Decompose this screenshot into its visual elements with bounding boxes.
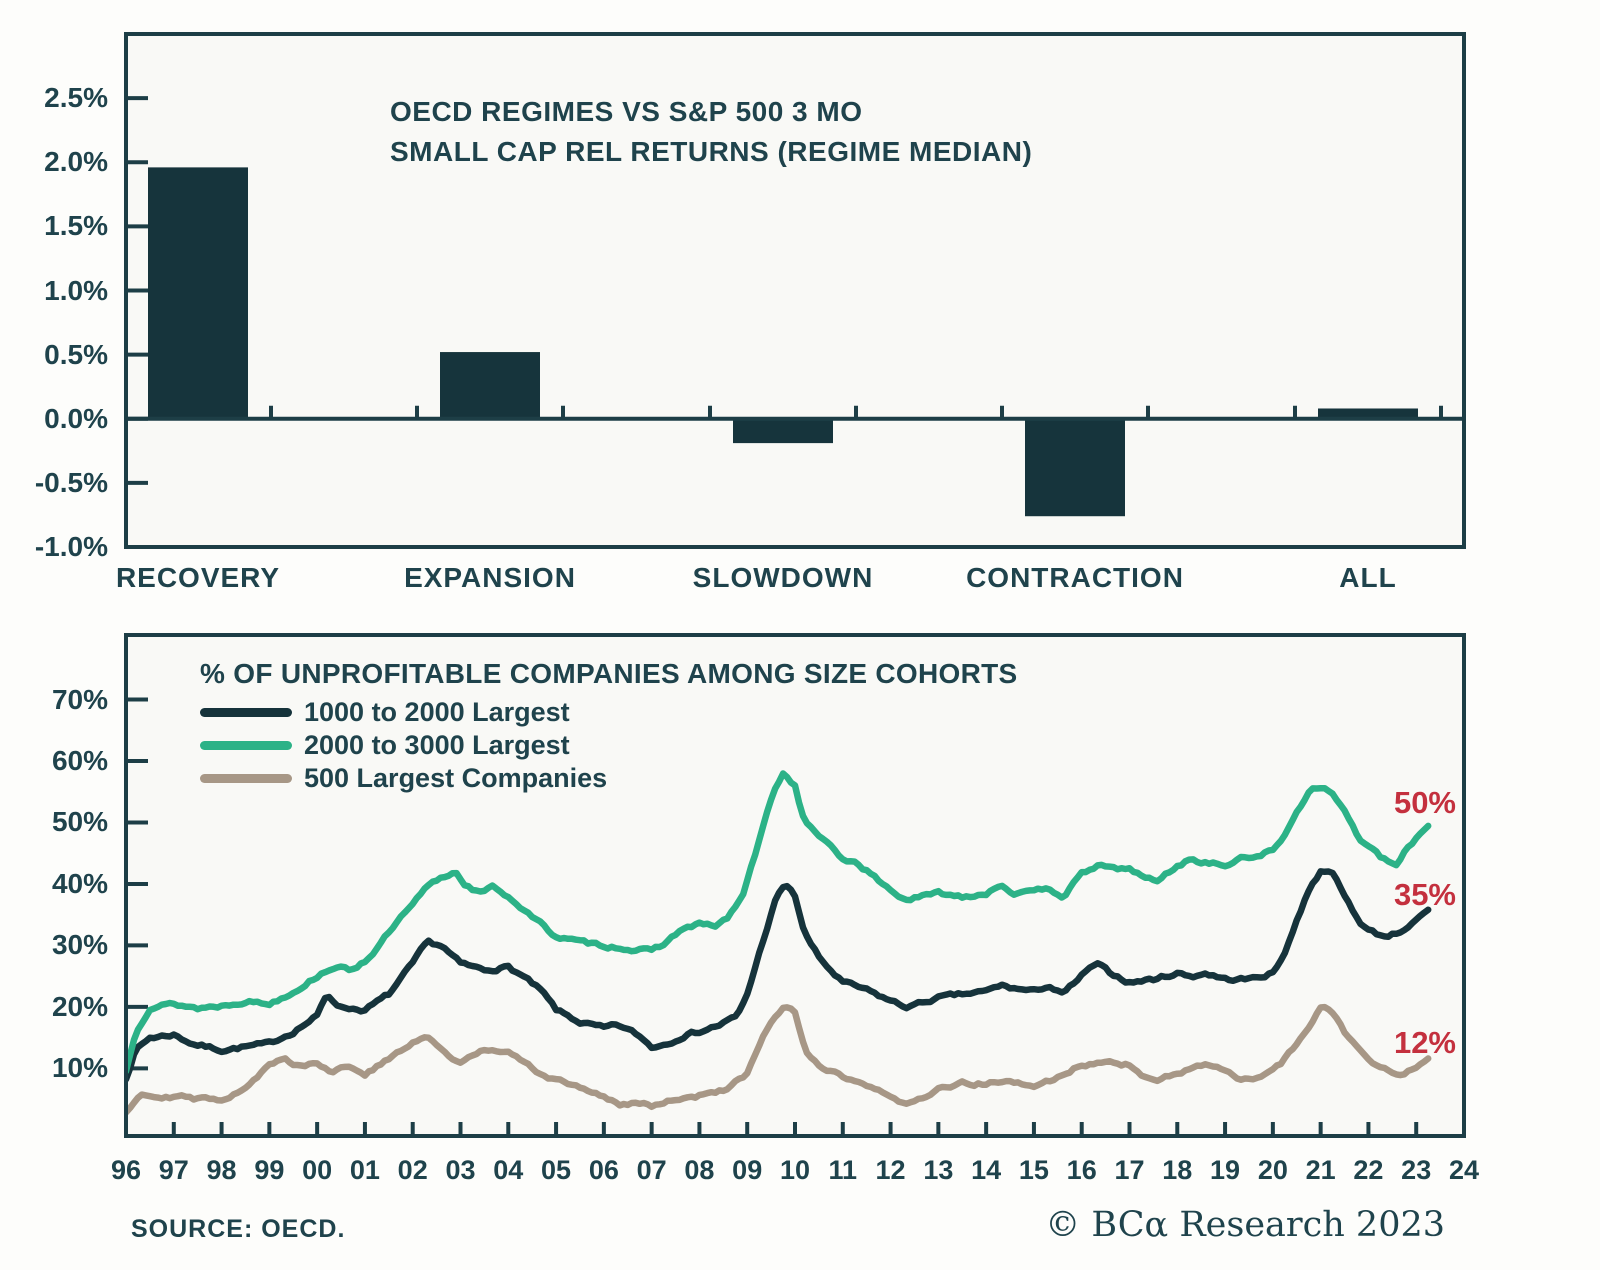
bar-slowdown [733,418,833,444]
bar-chart-title-line1: OECD REGIMES VS S&P 500 3 MO [390,96,863,127]
x-tick-label-14: 14 [971,1155,1002,1185]
category-label-contraction: CONTRACTION [966,562,1184,593]
category-label-recovery: RECOVERY [115,562,281,593]
bar-chart-title: OECD REGIMES VS S&P 500 3 MO SMALL CAP R… [390,92,1032,172]
series-line-green [128,770,1432,1074]
y-tick-label-70%: 70% [51,683,108,715]
series-group [128,770,1432,1115]
bar-chart-title-line2: SMALL CAP REL RETURNS (REGIME MEDIAN) [390,136,1033,167]
end-value-label-navy: 35% [1393,877,1456,913]
x-tick-label-15: 15 [1018,1155,1049,1185]
x-tick-label-00: 00 [302,1155,333,1185]
y-tick-label-60%: 60% [51,745,108,777]
legend-swatch-tan [200,773,292,783]
y-tick-label-0.5%: 0.5% [44,338,108,370]
y-tick-label-30%: 30% [51,929,108,961]
x-tick-label-22: 22 [1353,1155,1384,1185]
x-tick-label-01: 01 [349,1155,380,1185]
legend-item-1000-2000: 1000 to 2000 Largest [200,696,607,727]
bca-research-logo: © BCα Research 2023 [1045,1205,1445,1245]
line-chart-title: % OF UNPROFITABLE COMPANIES AMONG SIZE C… [200,658,1018,689]
x-tick-label-12: 12 [875,1155,906,1185]
category-label-expansion: EXPANSION [404,562,576,593]
legend-item-2000-3000: 2000 to 3000 Largest [200,729,607,760]
x-tick-label-04: 04 [493,1155,524,1185]
x-tick-label-03: 03 [445,1155,476,1185]
legend-label: 2000 to 3000 Largest [304,729,570,760]
x-tick-label-17: 17 [1114,1155,1145,1185]
end-value-label-tan: 12% [1393,1024,1456,1060]
x-tick-label-08: 08 [684,1155,715,1185]
category-label-slowdown: SLOWDOWN [692,562,874,593]
x-tick-label-10: 10 [779,1155,811,1185]
bar-all [1318,408,1418,419]
x-tick-label-13: 13 [923,1155,954,1185]
x-tick-label-09: 09 [732,1155,763,1185]
legend-swatch-green [200,740,292,750]
y-tick-label-0.0%: 0.0% [44,402,108,434]
x-tick-label-24: 24 [1448,1155,1480,1185]
y-tick-label--0.5%: -0.5% [34,466,108,498]
y-tick-label-2.0%: 2.0% [44,146,108,178]
line-chart-plot [124,633,1466,1138]
y-tick-label-1.0%: 1.0% [44,274,108,306]
category-label-all: ALL [1339,562,1397,593]
series-line-tan [128,1003,1432,1115]
x-tick-label-18: 18 [1162,1155,1193,1185]
bar-contraction [1025,418,1125,517]
x-tick-label-11: 11 [828,1155,858,1185]
y-tick-label-10%: 10% [51,1052,108,1084]
y-tick-label-40%: 40% [51,867,108,899]
x-tick-label-20: 20 [1257,1155,1288,1185]
legend-swatch-navy [200,707,292,717]
x-tick-label-07: 07 [636,1155,667,1185]
x-tick-label-21: 21 [1305,1155,1336,1185]
x-tick-label-96: 96 [110,1155,142,1185]
line-chart-legend: 1000 to 2000 Largest 2000 to 3000 Larges… [200,696,608,793]
series-line-navy [128,868,1432,1082]
x-tick-label-19: 19 [1210,1155,1241,1185]
y-tick-label--1.0%: -1.0% [34,531,108,562]
bar-chart-frame [124,32,1466,549]
source-note: SOURCE: OECD. [131,1215,346,1243]
legend-item-500-largest: 500 Largest Companies [200,762,608,793]
x-tick-label-98: 98 [206,1155,237,1185]
y-tick-label-20%: 20% [51,990,108,1022]
x-tick-label-97: 97 [158,1155,189,1185]
x-tick-label-99: 99 [254,1155,285,1185]
bar-recovery [148,167,248,419]
y-tick-label-2.5%: 2.5% [44,82,108,114]
x-tick-label-16: 16 [1066,1155,1097,1185]
x-tick-label-06: 06 [588,1155,619,1185]
bar-expansion [440,352,540,419]
end-value-label-green: 50% [1393,785,1456,821]
x-tick-label-23: 23 [1401,1155,1432,1185]
legend-label: 1000 to 2000 Largest [304,696,570,727]
y-tick-label-50%: 50% [51,806,108,838]
legend-label: 500 Largest Companies [304,762,608,793]
x-tick-label-05: 05 [541,1155,572,1185]
y-tick-label-1.5%: 1.5% [44,210,108,242]
x-tick-label-02: 02 [397,1155,428,1185]
bar-chart-plot [124,32,1466,549]
